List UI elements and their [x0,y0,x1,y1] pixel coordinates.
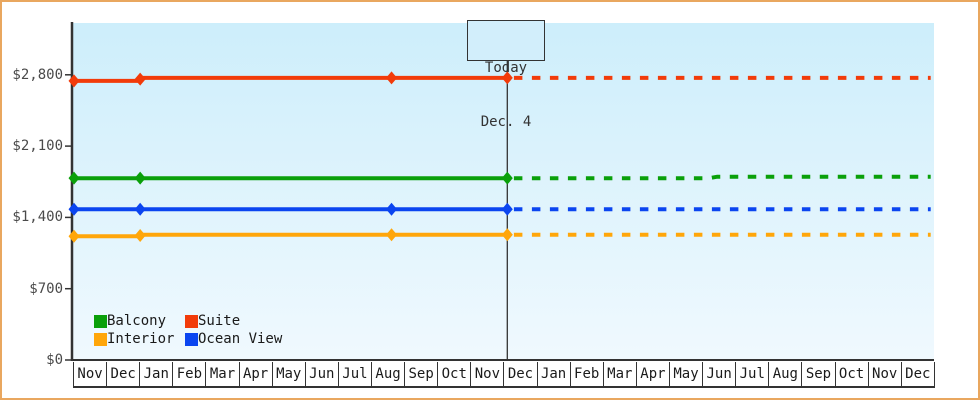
chart-legend: Balcony Suite Interior Ocean View [94,312,282,348]
x-axis-month-label: Jul [735,362,768,386]
legend-color-swatch [94,332,107,346]
x-axis-month-label: Aug [370,362,404,386]
x-axis-month-band: Nov Dec Jan Feb Mar Apr May Jun Jul Aug Sep Oct Nov D… [73,362,935,388]
x-axis-month-label: Aug [768,362,801,386]
x-axis-month-label: May [271,362,305,386]
series-ocean-view-marker [386,202,398,216]
x-axis-month-label: Jan [139,362,172,386]
legend-item-label: Balcony [107,313,167,329]
x-axis-month-label: Jul [337,362,371,386]
series-suite-marker [386,71,398,85]
series-interior-marker [134,229,146,243]
x-axis-month-label: May [668,362,702,386]
y-axis-tick-label: $1,400 [12,209,63,226]
series-balcony-marker [501,171,513,185]
x-axis-month-label: Apr [635,362,669,386]
y-axis-tick-label: $2,800 [12,66,63,83]
series-suite-marker [134,72,146,86]
legend-item-label: Suite [198,313,241,329]
x-axis-month-label: Dec [900,362,935,386]
legend-item-label: Interior [107,331,175,347]
legend-color-swatch [94,314,107,328]
series-ocean-view-marker [68,202,80,216]
y-axis-tick-label: $2,100 [12,138,63,155]
series-balcony-marker [68,171,80,185]
series-interior-marker [68,229,80,243]
x-axis-month-label: Nov [73,362,106,386]
x-axis-month-label: Feb [172,362,205,386]
today-date: Dec. 4 [480,114,532,130]
x-axis-month-label: Sep [404,362,437,386]
legend-item-label: Ocean View [198,331,283,347]
series-suite-marker [68,74,80,88]
series-ocean-view-marker [501,202,513,216]
series-suite-marker [501,71,513,85]
x-axis-month-label: Mar [205,362,238,386]
x-axis-month-label: Nov [867,362,901,386]
series-ocean-view-marker [134,202,146,216]
x-axis-month-label: Nov [470,362,503,386]
series-balcony-forecast-line [513,174,931,181]
legend-color-swatch [185,332,198,346]
x-axis-month-label: Oct [437,362,470,386]
legend-item-suite: Suite [185,312,282,330]
series-interior-marker [386,228,398,242]
legend-item-interior: Interior [94,330,185,348]
x-axis-month-label: Sep [801,362,834,386]
legend-item-ocean-view: Ocean View [185,330,282,348]
x-axis-month-label: Jun [304,362,338,386]
x-axis-month-label: Oct [834,362,868,386]
legend-color-swatch [185,314,198,328]
x-axis-month-label: Apr [238,362,272,386]
series-interior-marker [501,228,513,242]
y-axis-tick-label: $0 [46,352,63,368]
today-label: Today [484,60,528,76]
legend-item-balcony: Balcony [94,312,185,330]
x-axis-month-label: Dec [106,362,139,386]
series-balcony-marker [134,171,146,185]
today-annotation-box: Today Dec. 4 [467,20,545,130]
y-axis-tick-label: $700 [29,280,63,297]
x-axis-month-label: Jun [702,362,735,386]
x-axis-month-label: Dec [503,362,536,386]
x-axis-month-label: Mar [602,362,636,386]
x-axis-month-label: Jan [536,362,570,386]
x-axis-month-label: Feb [569,362,603,386]
